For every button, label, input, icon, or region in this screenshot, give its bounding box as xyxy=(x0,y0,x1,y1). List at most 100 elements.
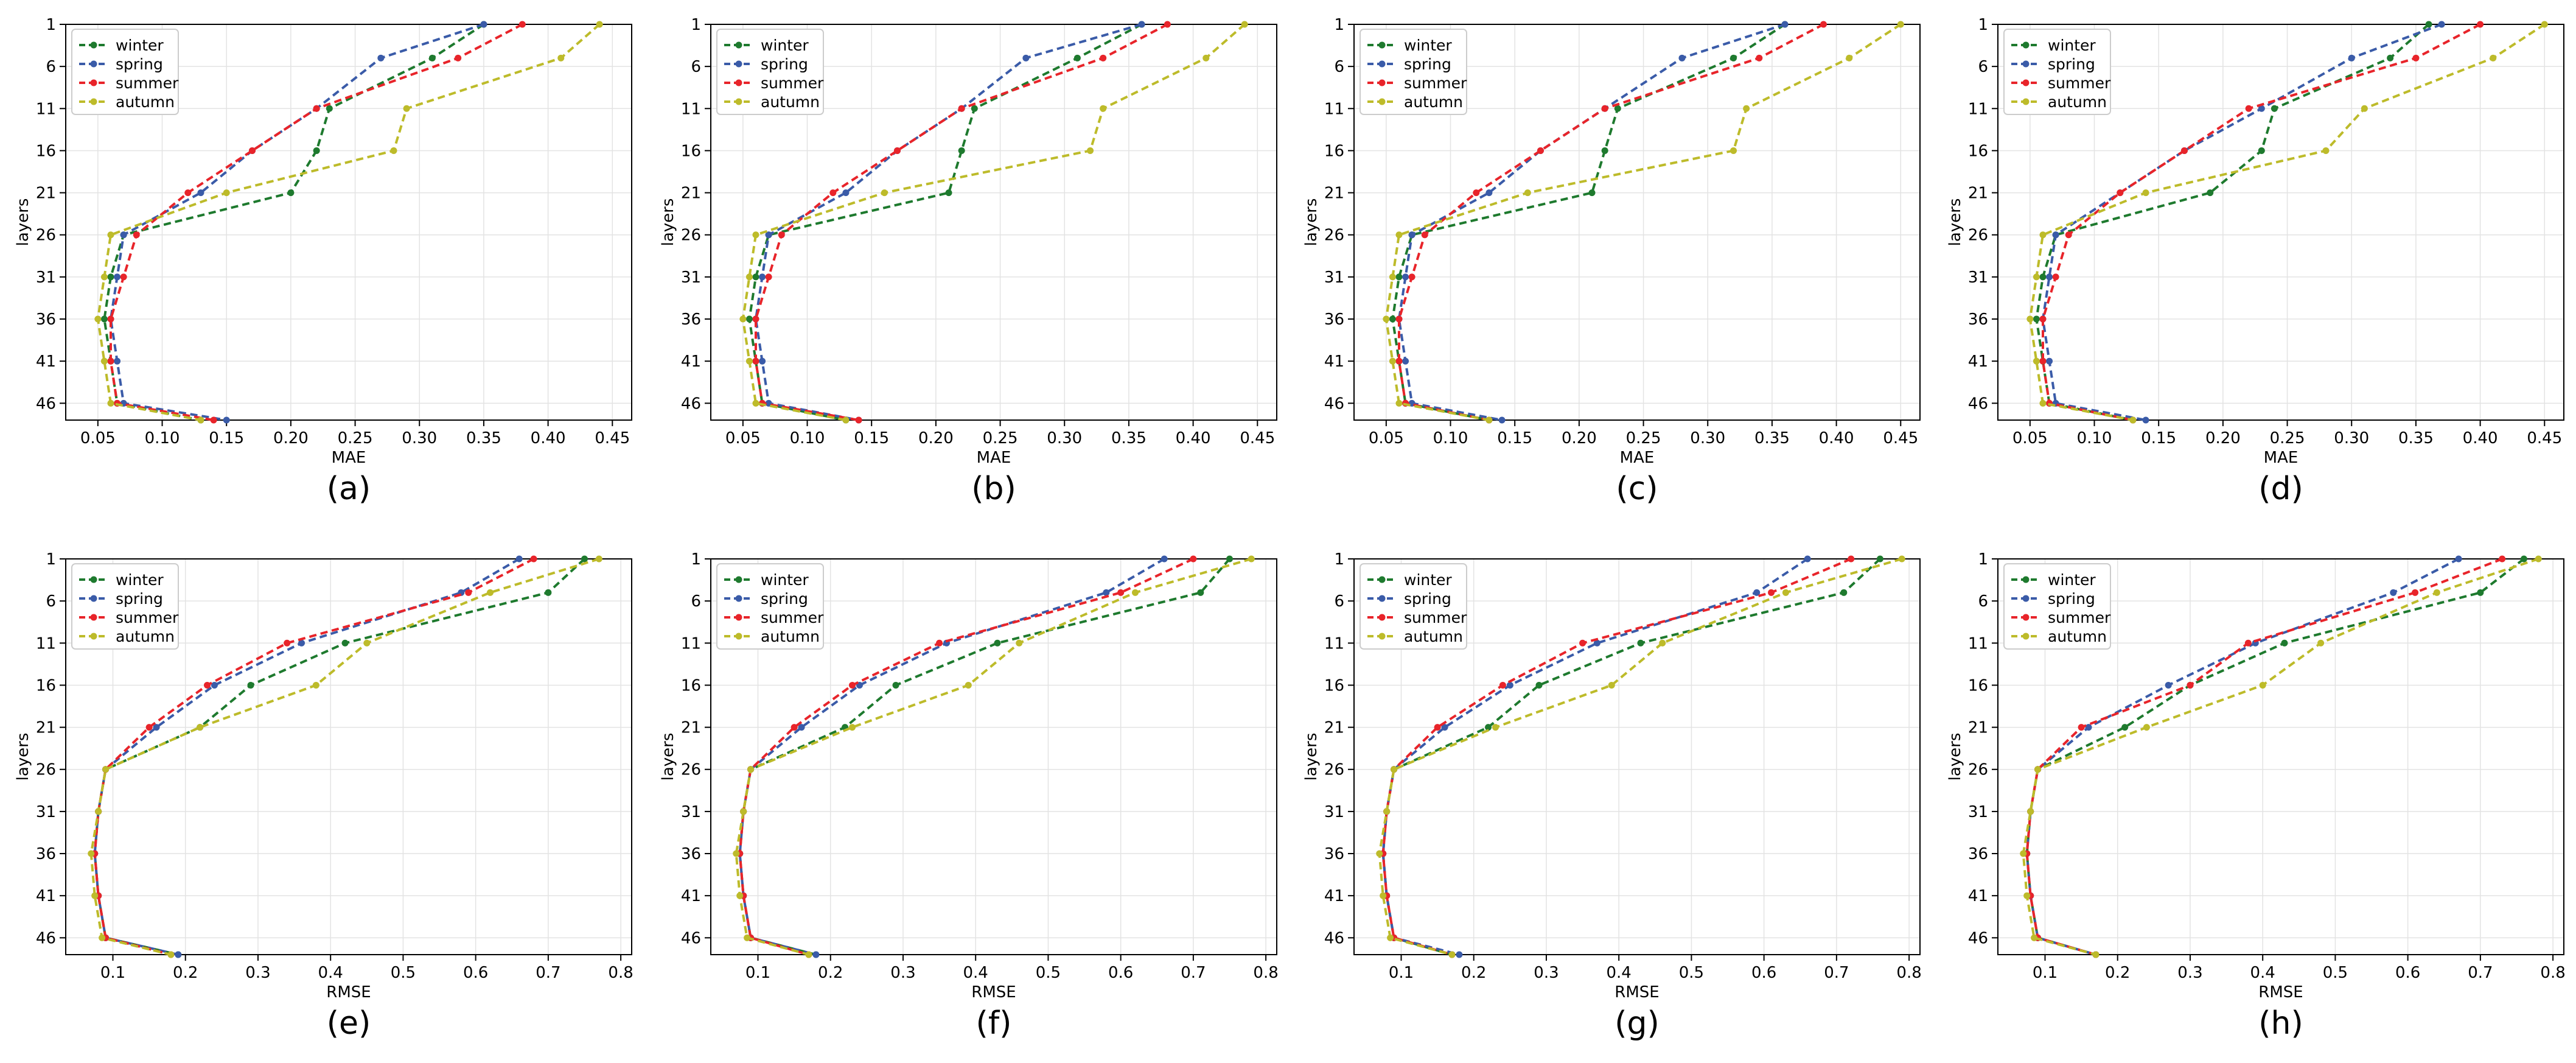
legend-label-spring: spring xyxy=(1404,590,1451,608)
legend-label-winter: winter xyxy=(116,571,164,589)
data-point-summer xyxy=(1100,54,1107,61)
y-tick-label: 36 xyxy=(1968,310,1988,329)
y-tick-label: 46 xyxy=(36,929,56,947)
y-tick-label: 41 xyxy=(1968,887,1988,905)
data-point-autumn xyxy=(88,850,95,857)
legend-marker-autumn xyxy=(2022,98,2030,105)
x-tick-label: 0.5 xyxy=(2323,964,2348,982)
y-axis-label: layers xyxy=(1302,733,1321,781)
y-tick-label: 26 xyxy=(36,761,56,779)
y-tick-label: 11 xyxy=(1968,100,1988,118)
x-tick-label: 0.05 xyxy=(80,429,116,447)
data-point-spring xyxy=(2438,21,2445,28)
legend-label-autumn: autumn xyxy=(116,93,175,111)
data-point-spring xyxy=(2085,724,2092,731)
data-point-autumn xyxy=(1395,231,1403,239)
legend-label-summer: summer xyxy=(1404,74,1467,92)
y-tick-label: 16 xyxy=(681,142,701,160)
data-point-autumn xyxy=(1100,105,1107,112)
y-tick-label: 46 xyxy=(1968,395,1988,413)
series-line-autumn xyxy=(1378,558,1902,956)
data-point-spring xyxy=(120,231,127,239)
legend-label-spring: spring xyxy=(116,590,163,608)
data-point-spring xyxy=(1022,54,1030,61)
data-point-winter xyxy=(1876,555,1883,563)
data-point-winter xyxy=(545,589,552,596)
legend-label-winter: winter xyxy=(1404,37,1452,54)
data-point-summer xyxy=(2117,189,2124,197)
x-tick-label: 0.2 xyxy=(173,964,198,982)
data-point-spring xyxy=(298,639,305,647)
data-point-autumn xyxy=(197,416,204,424)
legend-marker-winter xyxy=(735,576,742,583)
data-point-winter xyxy=(428,54,436,61)
data-point-summer xyxy=(1190,555,1197,563)
chart-panel-f: 0.1 0.2 0.3 0.4 0.5 0.6 0.7 0.81611162126313641… xyxy=(659,550,1279,1042)
legend-label-spring: spring xyxy=(1404,55,1451,73)
legend-marker-winter xyxy=(90,576,97,583)
legend-marker-spring xyxy=(735,60,742,68)
data-point-winter xyxy=(2207,189,2214,197)
data-point-autumn xyxy=(2490,54,2497,61)
x-tick-label: 0.7 xyxy=(1824,964,1849,982)
y-tick-label: 21 xyxy=(681,184,701,203)
data-point-spring xyxy=(223,416,230,424)
data-point-summer xyxy=(530,555,537,563)
chart-panel-g: 0.1 0.2 0.3 0.4 0.5 0.6 0.7 0.81611162126313641… xyxy=(1302,550,1922,1042)
legend-label-spring: spring xyxy=(761,590,808,608)
data-point-winter xyxy=(1073,54,1081,61)
data-point-winter xyxy=(581,555,588,563)
data-point-summer xyxy=(1499,681,1506,689)
legend-box xyxy=(2003,563,2111,650)
data-point-summer xyxy=(1117,589,1125,596)
x-axis-label: MAE xyxy=(2264,449,2299,467)
data-point-autumn xyxy=(1380,892,1387,899)
y-tick-label: 41 xyxy=(681,887,701,905)
data-point-spring xyxy=(1753,589,1761,596)
legend-box xyxy=(716,29,824,115)
data-point-autumn xyxy=(2361,105,2368,112)
data-point-summer xyxy=(465,589,472,596)
data-point-autumn xyxy=(752,231,759,239)
y-tick-label: 1 xyxy=(1978,16,1988,34)
plot-frame xyxy=(65,558,632,955)
x-tick-label: 0.6 xyxy=(1751,964,1776,982)
x-tick-label: 0.1 xyxy=(2033,964,2058,982)
plot-frame xyxy=(65,24,632,421)
series-line-spring xyxy=(2025,558,2460,956)
panel-caption: (h) xyxy=(2258,1005,2303,1042)
y-tick-label: 26 xyxy=(1968,226,1988,245)
data-point-winter xyxy=(1730,54,1737,61)
data-point-winter xyxy=(2281,639,2288,647)
data-point-autumn xyxy=(1395,399,1403,407)
data-point-winter xyxy=(326,105,333,112)
data-point-spring xyxy=(175,951,182,958)
data-point-winter xyxy=(892,681,899,689)
data-point-winter xyxy=(1389,315,1396,323)
y-tick-label: 1 xyxy=(1978,550,1988,569)
y-tick-label: 21 xyxy=(1324,184,1344,203)
data-point-summer xyxy=(855,416,862,424)
y-tick-label: 26 xyxy=(1324,226,1344,245)
x-tick-label: 0.05 xyxy=(2012,429,2048,447)
legend-marker-spring xyxy=(1378,60,1386,68)
panel-caption: (f) xyxy=(976,1005,1012,1042)
y-tick-label: 46 xyxy=(681,929,701,947)
data-point-autumn xyxy=(2023,892,2031,899)
data-point-spring xyxy=(2052,231,2059,239)
data-point-winter xyxy=(1535,681,1543,689)
data-point-spring xyxy=(812,951,820,958)
data-point-summer xyxy=(849,681,856,689)
legend-label-autumn: autumn xyxy=(761,628,820,645)
x-tick-label: 0.7 xyxy=(2468,964,2493,982)
chart-panel-h: 0.1 0.2 0.3 0.4 0.5 0.6 0.7 0.81611162126313641… xyxy=(1946,550,2566,1042)
legend-marker-summer xyxy=(735,79,742,86)
data-point-spring xyxy=(1402,357,1409,365)
data-point-summer xyxy=(2412,589,2419,596)
legend-label-summer: summer xyxy=(116,609,179,626)
legend-marker-autumn xyxy=(735,633,742,640)
y-tick-label: 1 xyxy=(46,16,56,34)
data-point-winter xyxy=(1614,105,1621,112)
data-point-winter xyxy=(2258,147,2265,154)
data-point-summer xyxy=(1434,724,1441,731)
